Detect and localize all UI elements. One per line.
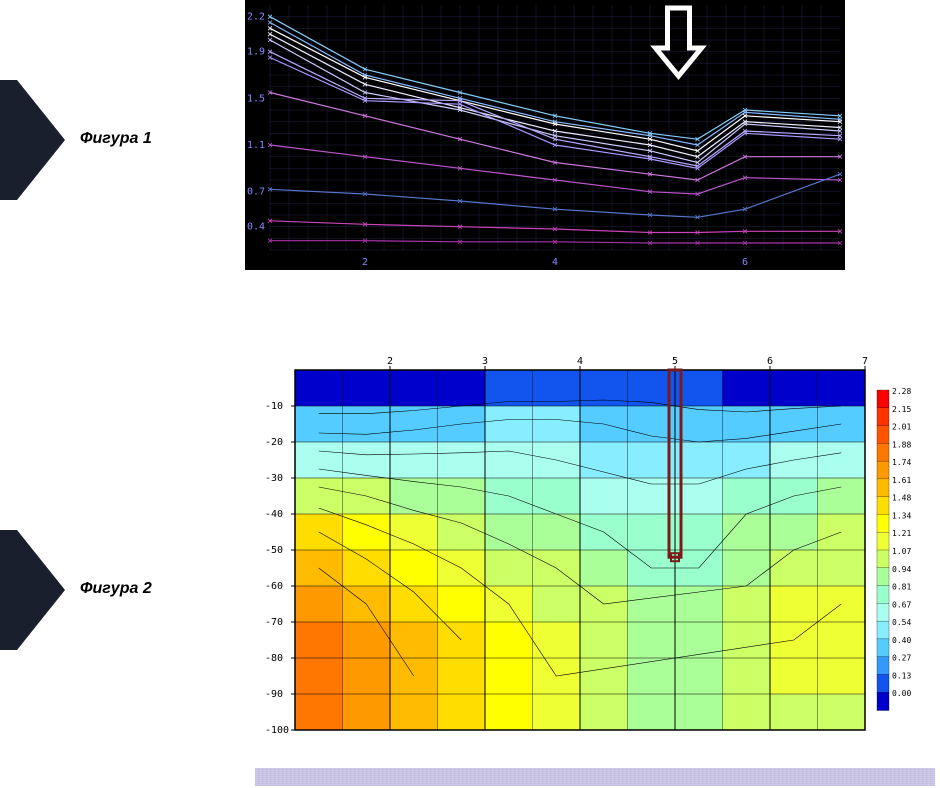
svg-text:0.13: 0.13 bbox=[892, 671, 911, 680]
svg-text:0.4: 0.4 bbox=[247, 222, 265, 233]
svg-text:5: 5 bbox=[672, 356, 678, 367]
svg-text:1.88: 1.88 bbox=[892, 440, 911, 449]
svg-text:4: 4 bbox=[577, 356, 583, 367]
svg-text:0.67: 0.67 bbox=[892, 600, 911, 609]
svg-text:-100: -100 bbox=[265, 725, 289, 736]
svg-text:0.7: 0.7 bbox=[247, 187, 265, 198]
svg-text:7: 7 bbox=[862, 356, 868, 367]
figure1-label: Фигура 1 bbox=[0, 80, 180, 200]
figure1-label-text: Фигура 1 bbox=[80, 130, 152, 148]
svg-text:1.34: 1.34 bbox=[892, 511, 911, 520]
svg-text:6: 6 bbox=[767, 356, 773, 367]
svg-text:1.07: 1.07 bbox=[892, 547, 911, 556]
figure2-chart: 2 3 4 5 6 7 -10 -20 -30 -40 -50 -60 -70 -80 -90 -100 2.2… bbox=[245, 350, 925, 740]
svg-text:-90: -90 bbox=[265, 689, 283, 700]
noise-strip bbox=[255, 768, 935, 786]
arrow-shape bbox=[0, 530, 65, 650]
svg-text:-60: -60 bbox=[265, 581, 283, 592]
svg-text:0.81: 0.81 bbox=[892, 583, 911, 592]
svg-text:2.15: 2.15 bbox=[892, 405, 911, 414]
svg-text:0.94: 0.94 bbox=[892, 565, 911, 574]
svg-text:0.40: 0.40 bbox=[892, 636, 911, 645]
svg-text:1.21: 1.21 bbox=[892, 529, 911, 538]
svg-text:-40: -40 bbox=[265, 509, 283, 520]
svg-text:0.54: 0.54 bbox=[892, 618, 911, 627]
arrow-shape bbox=[0, 80, 65, 200]
figure2-label: Фигура 2 bbox=[0, 530, 180, 650]
svg-text:1.9: 1.9 bbox=[247, 47, 265, 58]
svg-text:-50: -50 bbox=[265, 545, 283, 556]
svg-text:0.00: 0.00 bbox=[892, 689, 911, 698]
svg-text:-20: -20 bbox=[265, 437, 283, 448]
figure1-chart: 0.4 0.7 1.1 1.5 1.9 2.2 2 4 6 bbox=[245, 0, 845, 270]
svg-text:1.48: 1.48 bbox=[892, 494, 911, 503]
svg-text:2.01: 2.01 bbox=[892, 423, 911, 432]
svg-text:2.2: 2.2 bbox=[247, 12, 265, 23]
svg-text:-80: -80 bbox=[265, 653, 283, 664]
figure2-label-text: Фигура 2 bbox=[80, 580, 152, 598]
svg-text:6: 6 bbox=[742, 257, 748, 268]
svg-text:4: 4 bbox=[552, 257, 558, 268]
svg-text:-70: -70 bbox=[265, 617, 283, 628]
svg-text:-30: -30 bbox=[265, 473, 283, 484]
svg-text:3: 3 bbox=[482, 356, 488, 367]
svg-text:0.27: 0.27 bbox=[892, 654, 911, 663]
svg-text:1.74: 1.74 bbox=[892, 458, 911, 467]
svg-text:2: 2 bbox=[362, 257, 368, 268]
svg-text:2: 2 bbox=[387, 356, 393, 367]
svg-text:-10: -10 bbox=[265, 401, 283, 412]
svg-text:1.1: 1.1 bbox=[247, 140, 265, 151]
svg-text:1.61: 1.61 bbox=[892, 476, 911, 485]
svg-text:2.28: 2.28 bbox=[892, 387, 911, 396]
svg-text:1.5: 1.5 bbox=[247, 93, 265, 104]
